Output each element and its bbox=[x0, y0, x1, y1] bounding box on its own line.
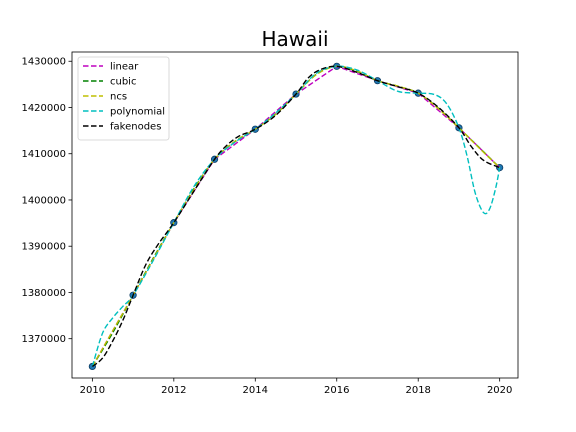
x-tick-label-2016: 2016 bbox=[324, 385, 349, 396]
y-tick-label-1380000: 1380000 bbox=[21, 288, 66, 299]
legend-label-linear: linear bbox=[110, 62, 139, 73]
y-tick-label-1430000: 1430000 bbox=[21, 57, 66, 68]
legend-label-polynomial: polynomial bbox=[110, 107, 165, 118]
axes-frame bbox=[71, 51, 519, 379]
legend-item-cubic: cubic bbox=[83, 77, 136, 88]
legend-item-fakenodes: fakenodes bbox=[83, 122, 161, 133]
y-tick-label-1400000: 1400000 bbox=[21, 195, 66, 206]
legend-label-ncs: ncs bbox=[110, 92, 127, 103]
plot-area bbox=[71, 51, 519, 379]
legend-item-polynomial: polynomial bbox=[83, 107, 165, 118]
legend: linear cubic ncs polynomial fakenodes bbox=[77, 56, 170, 141]
legend-item-linear: linear bbox=[83, 62, 139, 73]
y-tick-label-1370000: 1370000 bbox=[21, 334, 66, 345]
series-line-polynomial bbox=[91, 65, 501, 367]
axes-ticks: 2010 2012 2014 2016 2018 2020 1370000 1380000 13… bbox=[21, 57, 512, 396]
legend-label-cubic: cubic bbox=[110, 77, 136, 88]
x-tick-label-2012: 2012 bbox=[161, 385, 186, 396]
series-line-fakenodes bbox=[91, 65, 500, 367]
x-tick-label-2020: 2020 bbox=[487, 385, 512, 396]
legend-label-fakenodes: fakenodes bbox=[110, 122, 161, 133]
x-tick-label-2014: 2014 bbox=[243, 385, 268, 396]
x-tick-label-2018: 2018 bbox=[405, 385, 430, 396]
series-group bbox=[88, 62, 504, 371]
legend-item-ncs: ncs bbox=[83, 92, 127, 103]
y-tick-label-1420000: 1420000 bbox=[21, 103, 66, 114]
y-tick-label-1410000: 1410000 bbox=[21, 149, 66, 160]
legend-box bbox=[77, 56, 170, 141]
x-tick-label-2010: 2010 bbox=[80, 385, 105, 396]
y-tick-label-1390000: 1390000 bbox=[21, 242, 66, 253]
chart-title: Hawaii bbox=[261, 27, 328, 51]
